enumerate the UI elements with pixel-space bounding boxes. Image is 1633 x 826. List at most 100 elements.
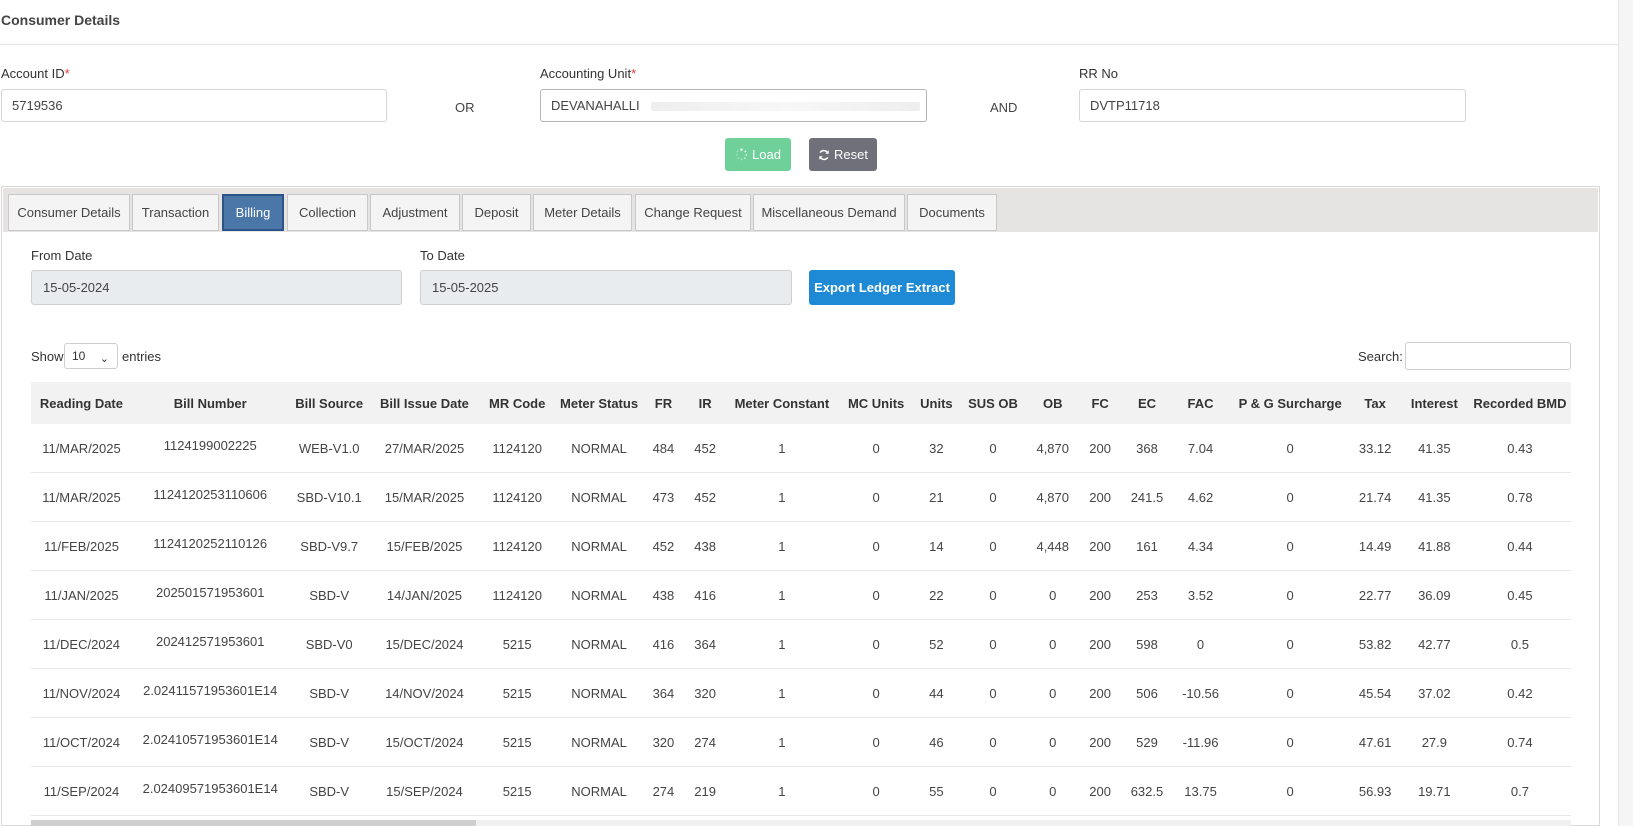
column-header[interactable]: Tax <box>1350 382 1400 424</box>
table-cell: 253 <box>1122 570 1172 620</box>
billing-table-header: Reading Date Bill Number Bill Source Bill I… <box>31 382 1571 424</box>
table-cell: 14/NOV/2024 <box>369 668 480 718</box>
table-cell: 274 <box>642 766 685 816</box>
column-header[interactable]: FR <box>642 382 685 424</box>
column-header[interactable]: Bill Source <box>288 382 370 424</box>
table-cell: 0 <box>958 668 1029 718</box>
column-header[interactable]: P & G Surcharge <box>1229 382 1351 424</box>
table-cell: SBD-V <box>288 668 370 718</box>
table-cell: -10.56 <box>1171 668 1230 718</box>
column-header[interactable]: EC <box>1122 382 1172 424</box>
table-cell: 274 <box>684 717 727 767</box>
reset-button[interactable]: Reset <box>809 138 877 171</box>
table-cell: 632.5 <box>1122 766 1172 816</box>
load-button[interactable]: Load <box>725 138 791 171</box>
column-header[interactable]: Meter Status <box>555 382 643 424</box>
column-header[interactable]: Meter Constant <box>726 382 838 424</box>
table-cell: 0 <box>837 766 915 816</box>
column-header[interactable]: MR Code <box>479 382 556 424</box>
table-cell: 200 <box>1077 521 1123 571</box>
from-date-label: From Date <box>31 248 93 263</box>
table-cell: 41.35 <box>1399 424 1469 473</box>
table-cell: 0 <box>837 570 915 620</box>
table-cell: 1124120 <box>479 570 556 620</box>
table-cell: 5215 <box>479 717 556 767</box>
search-input[interactable] <box>1405 342 1571 370</box>
tab-transaction[interactable]: Transaction <box>132 194 219 231</box>
table-cell: 200 <box>1077 472 1123 522</box>
table-cell: 364 <box>684 619 727 669</box>
to-date-input[interactable]: 15-05-2025 <box>420 270 792 305</box>
column-header[interactable]: Interest <box>1399 382 1469 424</box>
table-cell: 1 <box>726 766 838 816</box>
rr-no-input[interactable]: DVTP11718 <box>1079 89 1466 122</box>
table-cell: 3.52 <box>1171 570 1230 620</box>
account-id-input[interactable]: 5719536 <box>1 89 387 122</box>
table-row: 11/NOV/2024 2.02411571953601E14 SBD-V 14/NO… <box>31 668 1571 718</box>
table-cell: 200 <box>1077 570 1123 620</box>
tab-miscellaneous-demand[interactable]: Miscellaneous Demand <box>753 194 905 231</box>
table-cell: SBD-V10.1 <box>288 472 370 522</box>
column-header[interactable]: IR <box>684 382 727 424</box>
table-row: 11/FEB/2025 1124120252110126 SBD-V9.7 15/FE… <box>31 521 1571 571</box>
column-header[interactable]: Bill Issue Date <box>369 382 480 424</box>
column-header[interactable]: Reading Date <box>31 382 132 424</box>
tab-deposit[interactable]: Deposit <box>462 194 531 231</box>
or-separator: OR <box>455 100 475 115</box>
table-cell: 1 <box>726 472 838 522</box>
column-header[interactable]: SUS OB <box>958 382 1029 424</box>
table-cell: 0 <box>1229 424 1351 473</box>
column-header[interactable]: OB <box>1028 382 1078 424</box>
table-cell: 1 <box>726 619 838 669</box>
table-cell: 36.09 <box>1399 570 1469 620</box>
tab-documents[interactable]: Documents <box>907 194 997 231</box>
table-cell: 0 <box>958 570 1029 620</box>
search-label: Search: <box>1358 349 1403 364</box>
table-cell: 0 <box>958 424 1029 473</box>
column-header[interactable]: Units <box>914 382 958 424</box>
horizontal-scrollbar-thumb[interactable] <box>31 820 476 826</box>
table-cell: SBD-V <box>288 570 370 620</box>
table-row: 11/JAN/2025 202501571953601 SBD-V 14/JAN/20… <box>31 570 1571 620</box>
reset-button-label: Reset <box>834 147 868 162</box>
table-cell: 200 <box>1077 424 1123 473</box>
tab-change-request[interactable]: Change Request <box>635 194 751 231</box>
table-cell: 452 <box>684 424 727 473</box>
export-ledger-extract-button[interactable]: Export Ledger Extract <box>809 270 955 305</box>
horizontal-scrollbar[interactable] <box>31 820 1571 826</box>
page-right-gutter <box>1619 0 1633 826</box>
column-header[interactable]: Recorded BMD <box>1468 382 1571 424</box>
table-cell: 15/OCT/2024 <box>369 717 480 767</box>
accounting-unit-select[interactable]: DEVANAHALLI <box>540 89 927 122</box>
tab-adjustment[interactable]: Adjustment <box>370 194 460 231</box>
table-row: 11/MAR/2025 1124120253110606 SBD-V10.1 15/M… <box>31 472 1571 522</box>
column-header[interactable]: FAC <box>1171 382 1230 424</box>
table-cell: 4,448 <box>1028 521 1078 571</box>
tab-collection[interactable]: Collection <box>287 194 368 231</box>
rr-no-label: RR No <box>1079 66 1119 81</box>
entries-per-page-select[interactable]: 10 ⌄ <box>64 343 118 369</box>
table-row: 11/MAR/2025 1124199002225 WEB-V1.0 27/MAR/2… <box>31 424 1571 473</box>
column-header[interactable]: Bill Number <box>131 382 289 424</box>
column-header[interactable]: MC Units <box>837 382 915 424</box>
table-cell: 452 <box>642 521 685 571</box>
table-cell: 0.7 <box>1468 766 1571 816</box>
tab-consumer-details[interactable]: Consumer Details <box>8 194 130 231</box>
table-cell: 5215 <box>479 668 556 718</box>
tab-meter-details[interactable]: Meter Details <box>533 194 632 231</box>
table-cell: NORMAL <box>555 668 643 718</box>
table-cell: 0 <box>1171 619 1230 669</box>
spinner-icon <box>735 148 748 161</box>
table-cell: 47.61 <box>1350 717 1400 767</box>
tab-billing[interactable]: Billing <box>222 194 284 231</box>
table-cell: 0 <box>1028 619 1078 669</box>
column-header[interactable]: FC <box>1077 382 1123 424</box>
to-date-label: To Date <box>420 248 465 263</box>
table-cell: 2.02411571953601E14 <box>131 668 289 718</box>
table-cell: 5215 <box>479 619 556 669</box>
header-divider <box>0 44 1618 45</box>
billing-table-body: 11/MAR/2025 1124199002225 WEB-V1.0 27/MAR/2… <box>31 424 1571 816</box>
table-cell: 41.88 <box>1399 521 1469 571</box>
table-cell: 32 <box>914 424 958 473</box>
from-date-input[interactable]: 15-05-2024 <box>31 270 402 305</box>
